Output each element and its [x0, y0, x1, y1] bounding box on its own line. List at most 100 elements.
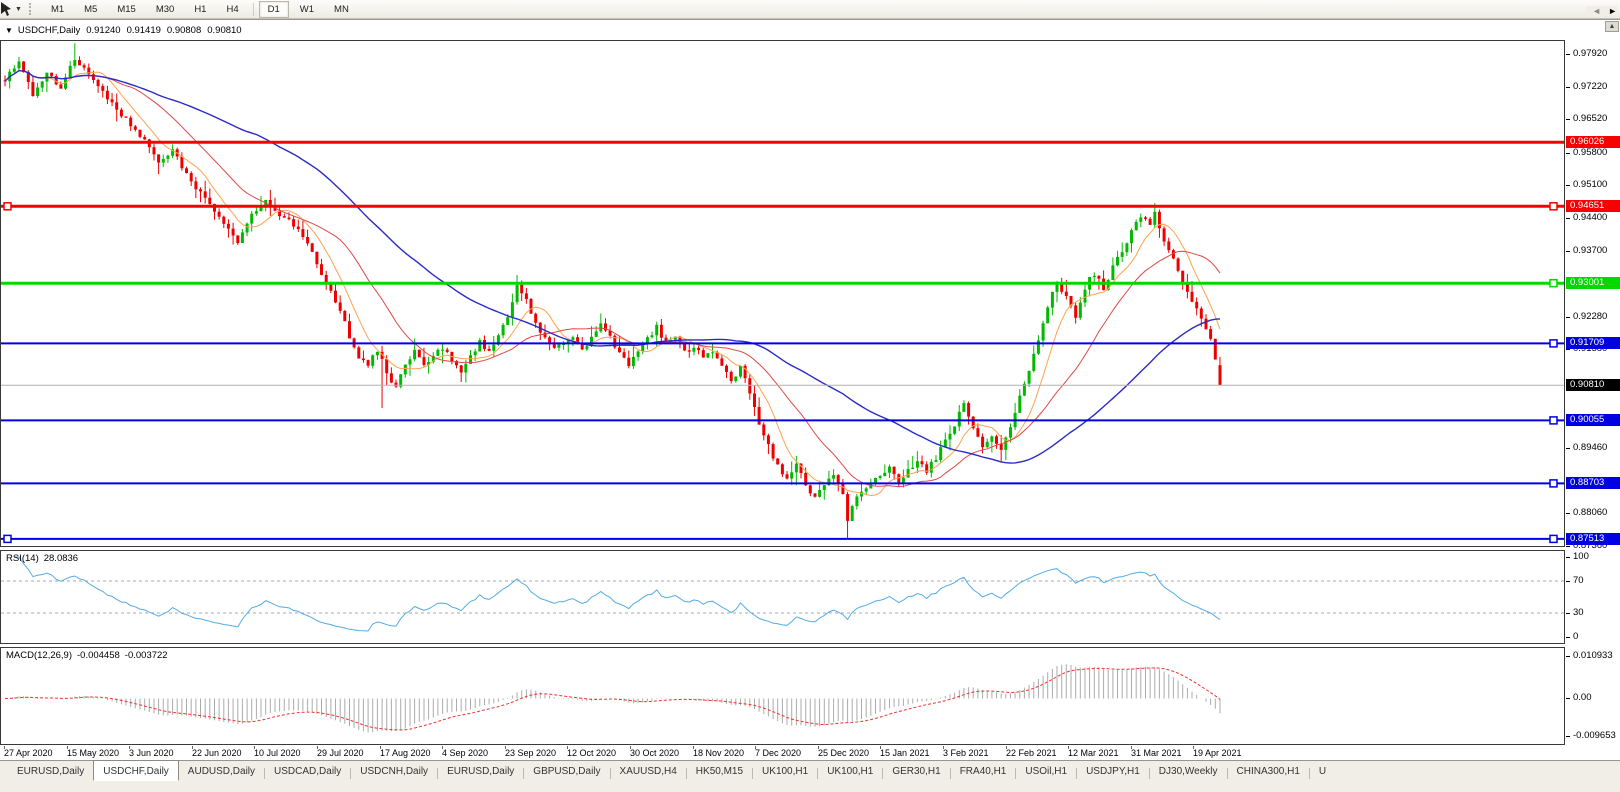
hline-handle[interactable]	[3, 202, 12, 211]
candle-body	[78, 60, 81, 66]
tab-scroll-right-icon[interactable]: ►	[1608, 6, 1617, 16]
hline-handle[interactable]	[1549, 416, 1558, 425]
timeframe-button-w1[interactable]: W1	[299, 3, 315, 15]
candle-body	[1046, 307, 1050, 324]
hline-handle[interactable]	[1549, 339, 1558, 348]
chart-tab-hk50-m15[interactable]: HK50,M15	[695, 766, 744, 777]
rsi-panel[interactable]: RSI(14) 28.0836	[0, 550, 1565, 644]
main-chart-panel[interactable]	[0, 40, 1565, 547]
candle-body	[203, 191, 207, 198]
macd-chart[interactable]	[1, 648, 1564, 744]
candle-body	[711, 352, 715, 354]
candle-body	[571, 337, 575, 340]
candle-body	[1027, 370, 1031, 384]
hline-handle[interactable]	[1549, 479, 1558, 488]
candle-body	[939, 447, 943, 461]
candle-body	[557, 344, 561, 348]
date-label: 3 Feb 2021	[943, 748, 989, 758]
candle-body	[911, 467, 915, 469]
timeframe-button-d1[interactable]: D1	[258, 0, 289, 18]
hline-price-label[interactable]: 0.94651	[1566, 200, 1620, 212]
chart-tab-usdcnh-daily[interactable]: USDCNH,Daily	[360, 766, 429, 777]
candle-body	[217, 211, 221, 217]
candle-body	[1050, 291, 1054, 308]
macd-panel[interactable]: MACD(12,26,9) -0.004458 -0.003722	[0, 647, 1565, 745]
chart-tab-xauusd-h4[interactable]: XAUUSD,H4	[619, 766, 677, 777]
hline-handle[interactable]	[1549, 278, 1558, 288]
chart-tab-usdjpy-h1[interactable]: USDJPY,H1	[1086, 766, 1140, 777]
hline-handle[interactable]	[3, 534, 12, 544]
hline-0.94651[interactable]	[1, 202, 1564, 211]
hline-price-label[interactable]: 0.93001	[1566, 277, 1620, 289]
chart-tabbar: EURUSD,Daily USDCHF,Daily AUDUSD,Daily USDC…	[0, 760, 1620, 792]
candle-body	[124, 116, 128, 118]
rsi-chart[interactable]	[1, 551, 1564, 643]
hline-handle[interactable]	[1549, 202, 1558, 211]
chart-tab-audusd-daily[interactable]: AUDUSD,Daily	[187, 766, 256, 777]
timeframe-button-h4[interactable]: H4	[226, 3, 239, 15]
candle-body	[1111, 265, 1115, 280]
toolbar-grip[interactable]	[28, 3, 34, 15]
chart-tab-usdchf-daily[interactable]: USDCHF,Daily	[93, 760, 179, 781]
chart-tab-gbpusd-daily[interactable]: GBPUSD,Daily	[533, 766, 601, 777]
candlestick-chart[interactable]	[1, 41, 1564, 546]
timeframe-button-m15[interactable]: M15	[117, 3, 136, 15]
cursor-tool-dropdown-icon[interactable]: ▼	[15, 5, 22, 13]
candle-body	[566, 340, 570, 345]
candle-body	[999, 443, 1003, 450]
hline-0.91709[interactable]	[1, 339, 1564, 348]
chart-tab-china300-h1[interactable]: CHINA300,H1	[1236, 766, 1300, 777]
date-label: 15 May 2020	[67, 748, 120, 758]
hline-0.88703[interactable]	[1, 479, 1564, 488]
tab-divider	[350, 768, 352, 779]
chart-tab-dj30-weekly[interactable]: DJ30,Weekly	[1158, 766, 1218, 777]
axis-scroll-up-button[interactable]: ▲	[1605, 21, 1619, 32]
hline-price-label[interactable]: 0.90055	[1566, 414, 1620, 426]
tab-scroll-left-icon[interactable]: ◄	[1592, 6, 1602, 16]
timeframe-button-m1[interactable]: M1	[50, 3, 65, 15]
hline-price-label[interactable]: 0.91709	[1566, 337, 1620, 349]
chart-tab-ger30-h1[interactable]: GER30,H1	[892, 766, 941, 777]
chart-tab-usoil-h1[interactable]: USOil,H1	[1025, 766, 1068, 777]
candle-body	[590, 336, 593, 347]
date-label: 15 Jan 2021	[880, 748, 930, 758]
timeframe-button-h1[interactable]: H1	[194, 3, 207, 15]
candle-body	[320, 264, 323, 275]
hline-price-label[interactable]: 0.88703	[1566, 477, 1620, 489]
macd-axis-label: 0.00	[1566, 693, 1592, 703]
timeframe-button-m30[interactable]: M30	[155, 3, 175, 15]
hline-0.87513[interactable]	[1, 534, 1564, 544]
chart-tab-uk100-h1[interactable]: UK100,H1	[762, 766, 809, 777]
cursor-tool-icon[interactable]	[1, 2, 14, 16]
date-label: 29 Jul 2020	[317, 748, 364, 758]
date-tick	[1131, 746, 1132, 749]
candle-body	[1209, 329, 1213, 339]
chart-title-caret-icon[interactable]: ▼	[5, 25, 13, 35]
candle-body	[68, 65, 72, 78]
hline-0.93001[interactable]	[1, 278, 1564, 288]
candle-body	[1074, 305, 1078, 318]
candle-body	[1157, 211, 1161, 229]
candle-body	[189, 173, 193, 182]
candle-body	[310, 243, 314, 252]
chart-tab-u[interactable]: U	[1318, 766, 1327, 777]
timeframe-button-mn[interactable]: MN	[334, 3, 349, 15]
chart-tab-fra40-h1[interactable]: FRA40,H1	[959, 766, 1007, 777]
candle-body	[548, 337, 552, 343]
hline-handle[interactable]	[1549, 534, 1558, 544]
ohlc-open: 0.91240	[86, 24, 121, 36]
candle-body	[720, 358, 724, 366]
hline-price-label[interactable]: 0.87513	[1566, 533, 1620, 545]
candle-body	[925, 464, 929, 473]
candle-body	[445, 349, 449, 352]
chart-tab-uk100-h1[interactable]: UK100,H1	[827, 766, 874, 777]
hline-0.90055[interactable]	[1, 416, 1564, 425]
date-label: 12 Oct 2020	[567, 748, 617, 758]
chart-tab-eurusd-daily[interactable]: EURUSD,Daily	[17, 766, 85, 777]
timeframe-button-m5[interactable]: M5	[84, 3, 98, 15]
date-label: 4 Sep 2020	[442, 748, 489, 758]
chart-tab-usdcad-daily[interactable]: USDCAD,Daily	[274, 766, 342, 777]
candle-body	[403, 364, 407, 375]
chart-tab-eurusd-daily[interactable]: EURUSD,Daily	[447, 766, 515, 777]
hline-price-label[interactable]: 0.96026	[1566, 136, 1620, 148]
